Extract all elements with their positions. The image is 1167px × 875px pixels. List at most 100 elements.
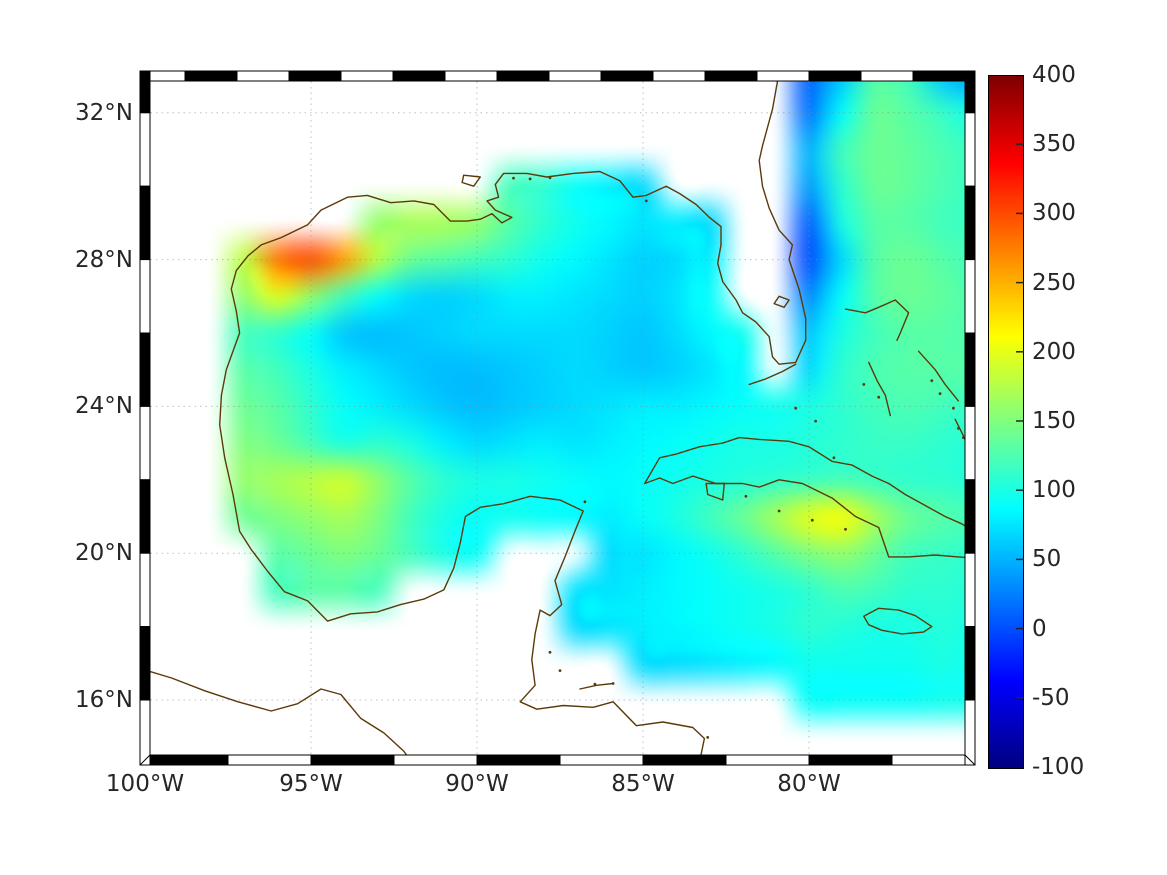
frame-segment bbox=[139, 112, 151, 187]
colorbar-tick-label: 100 bbox=[1032, 477, 1076, 504]
colorbar-tick-label: 0 bbox=[1032, 615, 1047, 642]
frame-segment bbox=[964, 332, 976, 407]
coastline-lake-pontchartrain bbox=[461, 174, 481, 187]
frame-segment bbox=[964, 479, 976, 554]
x-tick-label: 85°W bbox=[611, 771, 675, 797]
frame-segment bbox=[642, 754, 727, 766]
islet-dot bbox=[930, 379, 934, 383]
islet-dot bbox=[744, 494, 748, 498]
colorbar-tick-label: 50 bbox=[1032, 546, 1062, 573]
islet-dot bbox=[512, 176, 515, 180]
islet-dot bbox=[877, 395, 881, 399]
frame-segment bbox=[725, 754, 810, 766]
frame-segment bbox=[139, 626, 151, 701]
colorbar-tick-label: 150 bbox=[1032, 408, 1076, 434]
frame-segment bbox=[964, 405, 976, 481]
frame-segment bbox=[756, 70, 810, 82]
islet-dot bbox=[777, 509, 781, 513]
frame-segment bbox=[496, 70, 550, 82]
frame-segment bbox=[704, 70, 758, 82]
frame-segment bbox=[144, 754, 229, 766]
colorbar-ticks bbox=[1016, 143, 1024, 699]
coastline-lake-okeechobee bbox=[773, 295, 790, 308]
colorbar bbox=[988, 75, 1024, 769]
colorbar-tick-label: 400 bbox=[1032, 62, 1076, 88]
frame-segment bbox=[340, 70, 394, 82]
frame-segment bbox=[964, 552, 976, 628]
colorbar-tick-label: -50 bbox=[1032, 684, 1070, 711]
heatmap-canvas bbox=[145, 76, 970, 760]
colorbar-tick-label: 300 bbox=[1032, 200, 1076, 227]
coastline-bahamas-andros bbox=[868, 361, 891, 417]
islet-dot bbox=[962, 436, 965, 439]
frame-segment bbox=[392, 70, 446, 82]
frame-segment bbox=[912, 70, 966, 82]
islet-dot bbox=[814, 419, 817, 423]
coastline-cuba bbox=[644, 436, 970, 559]
islet-dot bbox=[862, 383, 866, 386]
frame-segment bbox=[139, 185, 151, 261]
islet-dot bbox=[706, 736, 710, 739]
frame-segment bbox=[139, 332, 151, 407]
x-tick-label: 90°W bbox=[445, 771, 509, 797]
frame-segment bbox=[860, 70, 914, 82]
colorbar-tick-label: 250 bbox=[1032, 269, 1076, 296]
frame-segment bbox=[548, 70, 602, 82]
frame-segment bbox=[891, 754, 976, 766]
y-tick-label: 32°N bbox=[75, 99, 133, 126]
frame-segment bbox=[139, 479, 151, 554]
x-tick-label: 80°W bbox=[777, 771, 841, 797]
x-tick-label: 95°W bbox=[279, 771, 343, 797]
islet-dot bbox=[611, 682, 615, 685]
frame-segment bbox=[227, 754, 312, 766]
islet-dot bbox=[583, 500, 587, 504]
coastline-roatan bbox=[579, 682, 614, 690]
islet-dot bbox=[957, 427, 960, 430]
frame-segment bbox=[964, 259, 976, 334]
islet-dot bbox=[810, 518, 814, 522]
frame-segment bbox=[184, 70, 238, 82]
frame-segment bbox=[808, 754, 893, 766]
y-tick-label: 20°N bbox=[75, 540, 133, 567]
frame-segment bbox=[559, 754, 644, 766]
frame-segment bbox=[444, 70, 498, 82]
frame-segment bbox=[652, 70, 706, 82]
graticule bbox=[145, 76, 970, 760]
frame-segment bbox=[808, 70, 862, 82]
coastline-us-east-gulf-mexico-centam bbox=[219, 76, 807, 760]
frame-segment bbox=[310, 754, 395, 766]
fancy-frame bbox=[139, 70, 976, 766]
frame-segment bbox=[964, 185, 976, 261]
islet-dot bbox=[644, 199, 648, 203]
frame-segment bbox=[964, 626, 976, 701]
frame-segment bbox=[236, 70, 290, 82]
colorbar-tick-label: 200 bbox=[1032, 338, 1076, 365]
x-tick-label: 100°W bbox=[105, 771, 185, 797]
coastline-isla-juventud bbox=[705, 482, 725, 501]
islet-dot bbox=[952, 406, 955, 410]
coastline-jamaica bbox=[863, 607, 933, 635]
islet-dot bbox=[832, 456, 836, 460]
frame-segment bbox=[139, 70, 151, 114]
frame-segment bbox=[139, 405, 151, 481]
islet-dot bbox=[548, 176, 552, 180]
frame-corner bbox=[964, 70, 976, 82]
y-tick-label: 16°N bbox=[75, 687, 133, 713]
frame-segment bbox=[139, 552, 151, 628]
frame-corner bbox=[139, 754, 151, 766]
y-tick-label: 24°N bbox=[75, 393, 133, 420]
coastline-bahamas-abaco bbox=[844, 299, 910, 341]
frame-corner bbox=[964, 754, 976, 766]
frame-segment bbox=[393, 754, 478, 766]
islet-dot bbox=[794, 406, 798, 410]
frame-segment bbox=[964, 70, 976, 114]
colorbar-tick-label: -100 bbox=[1032, 754, 1085, 780]
islet-dot bbox=[979, 453, 982, 456]
frame-segment bbox=[964, 699, 976, 766]
coastlines bbox=[145, 76, 982, 760]
frame-segment bbox=[964, 112, 976, 187]
frame-segment bbox=[288, 70, 342, 82]
frame-segment bbox=[600, 70, 654, 82]
colorbar-tick-label: 350 bbox=[1032, 131, 1076, 158]
